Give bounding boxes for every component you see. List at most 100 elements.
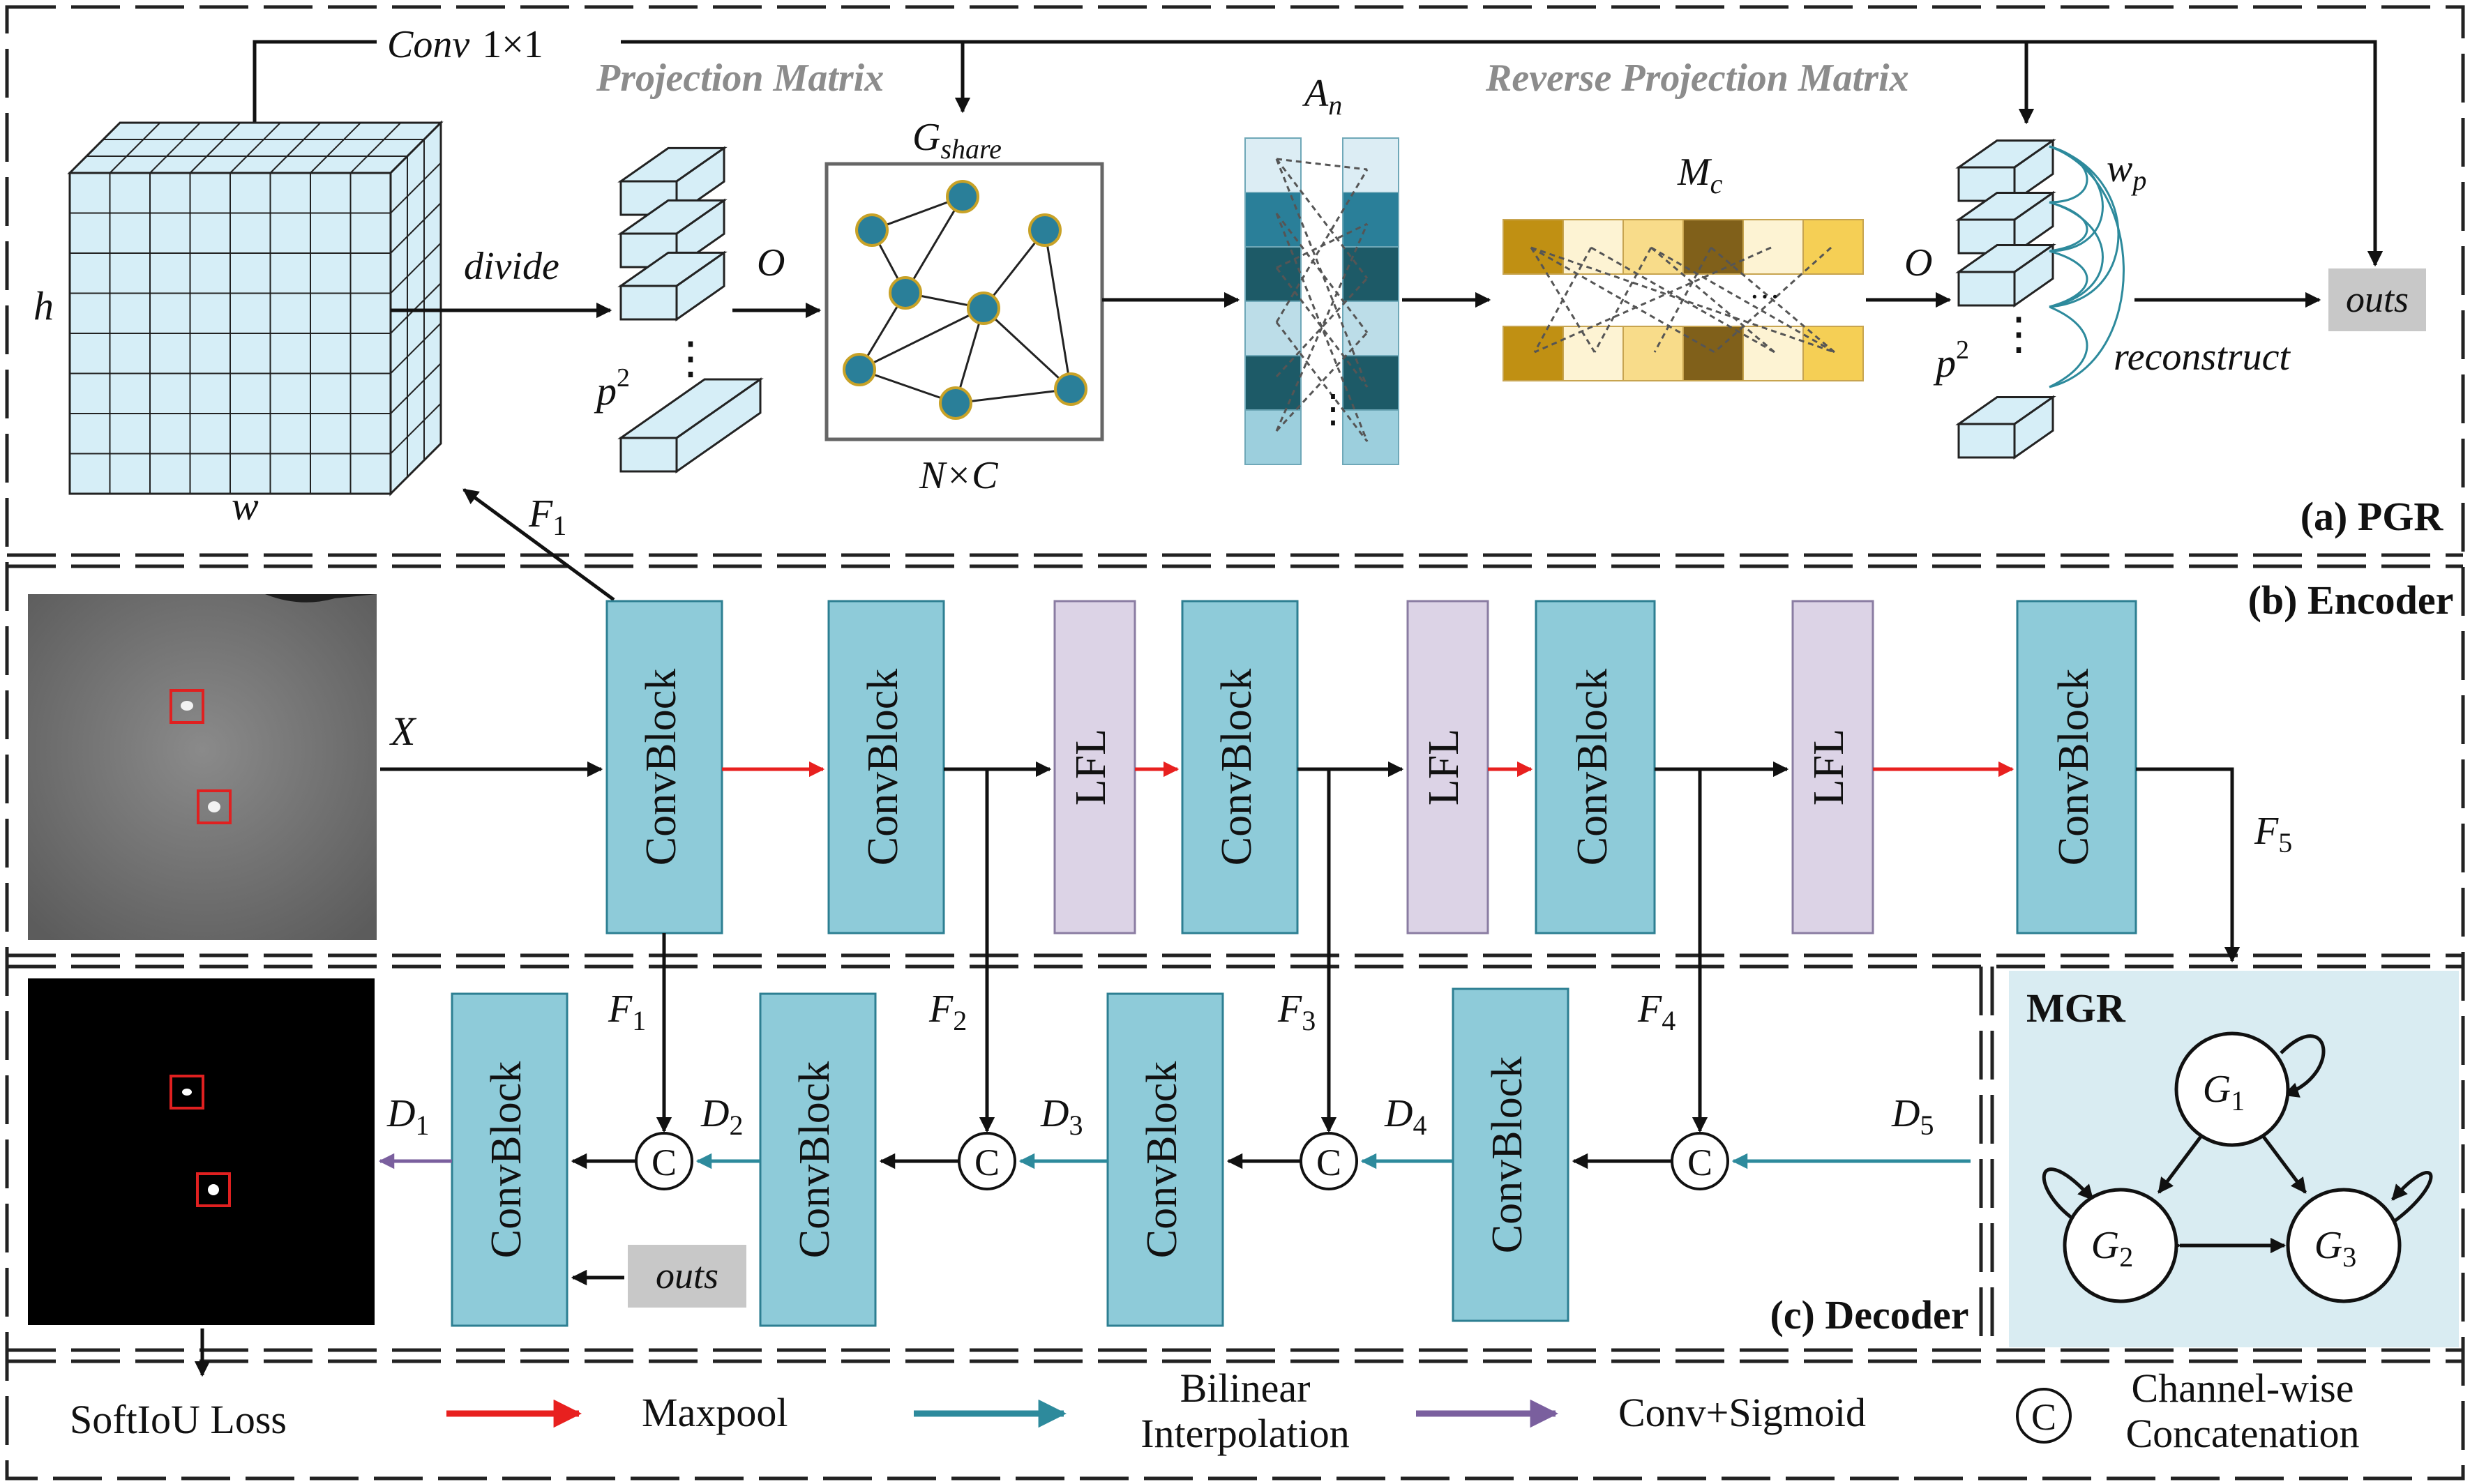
svg-text:G2: G2 xyxy=(2091,1224,2133,1273)
conv1x1-skip-line xyxy=(253,40,2384,267)
svg-text:ConvBlock: ConvBlock xyxy=(1138,1061,1186,1258)
svg-text:LFL: LFL xyxy=(1805,729,1853,805)
decoder-section: (c) Decoder F1 F2 F3 F4 C C C xyxy=(28,769,1971,1377)
encoder-section-title: (b) Encoder xyxy=(2248,577,2454,623)
patches-left xyxy=(617,146,764,474)
x-label: X xyxy=(389,709,417,754)
svg-text:ConvBlock: ConvBlock xyxy=(791,1061,838,1258)
mc-dots: ··· xyxy=(1749,280,1780,314)
d2-label: D2 xyxy=(700,1092,743,1141)
reconstruct-label: reconstruct xyxy=(2114,335,2291,379)
output-mask-image xyxy=(28,978,375,1325)
decoder-f3-label: F3 xyxy=(1277,987,1316,1036)
legend-bilinear-1: Bilinear xyxy=(1180,1365,1311,1411)
d1-label: D1 xyxy=(386,1092,429,1141)
legend-concat-symbol: C xyxy=(2031,1396,2056,1438)
conv-label-bg xyxy=(377,25,621,61)
g-share-graph xyxy=(843,180,1087,420)
decoder-block-2: ConvBlock xyxy=(759,992,877,1327)
mc-matrix xyxy=(1503,219,1864,381)
patches-right-dots: ⋮ xyxy=(1996,309,2041,358)
decoder-f1-label: F1 xyxy=(608,987,646,1036)
legend-concat-1: Channel-wise xyxy=(2132,1365,2354,1411)
svg-text:ConvBlock: ConvBlock xyxy=(1569,669,1616,865)
f5-label: F5 xyxy=(2254,810,2292,858)
pgr-section-title: (a) PGR xyxy=(2300,494,2444,539)
pgr-outs-label: outs xyxy=(2346,278,2409,320)
d4-label: D4 xyxy=(1384,1092,1426,1141)
decoder-f2-label: F2 xyxy=(928,987,967,1036)
concat-node-4: C xyxy=(1671,1132,1729,1190)
f1-to-pgr-arrow xyxy=(462,487,615,602)
d5-label: D5 xyxy=(1891,1092,1934,1141)
svg-text:C: C xyxy=(974,1142,1000,1183)
encoder-block-3: ConvBlock xyxy=(1181,600,1299,934)
patches-right xyxy=(1955,138,2056,460)
legend-softiou: SoftIoU Loss xyxy=(70,1397,287,1442)
mgr-node-g2: G2 xyxy=(2063,1188,2178,1303)
p-squared-left: p2 xyxy=(594,363,630,414)
lfl-block-2: LFL xyxy=(1406,600,1489,934)
svg-text:C: C xyxy=(652,1142,677,1183)
an-matrix xyxy=(1244,137,1399,465)
wp-arcs xyxy=(2049,145,2125,388)
decoder-block-4: ConvBlock xyxy=(1452,987,1569,1322)
cube-h-label: h xyxy=(33,283,54,328)
output-target-box-2 xyxy=(196,1172,231,1207)
encoder-block-5: ConvBlock xyxy=(2016,600,2137,934)
output-target-box-1 xyxy=(170,1075,204,1110)
projection-matrix-label: Projection Matrix xyxy=(596,56,884,100)
n-by-c-label: N×C xyxy=(919,454,998,497)
svg-text:ConvBlock: ConvBlock xyxy=(2050,669,2098,865)
encoder-block-4: ConvBlock xyxy=(1535,600,1656,934)
svg-text:ConvBlock: ConvBlock xyxy=(638,669,685,865)
wp-label: wp xyxy=(2107,147,2146,196)
decoder-block-1: ConvBlock xyxy=(451,992,568,1327)
svg-text:G1: G1 xyxy=(2203,1068,2245,1116)
decoder-section-title: (c) Decoder xyxy=(1770,1292,1969,1338)
o-label-left: O xyxy=(757,241,785,285)
g-share-label: Gshare xyxy=(912,116,1002,165)
cube-w-label: w xyxy=(232,483,259,529)
lfl-block-1: LFL xyxy=(1053,600,1136,934)
svg-text:C: C xyxy=(1316,1142,1341,1183)
an-dots: ⋮ xyxy=(1313,388,1353,431)
concat-node-2: C xyxy=(958,1132,1016,1190)
lfl-block-3: LFL xyxy=(1791,600,1874,934)
mgr-edges xyxy=(2042,1034,2433,1254)
svg-text:ConvBlock: ConvBlock xyxy=(1484,1057,1531,1253)
svg-text:LFL: LFL xyxy=(1067,729,1115,805)
mgr-node-g3: G3 xyxy=(2286,1188,2402,1303)
svg-text:ConvBlock: ConvBlock xyxy=(483,1061,530,1258)
feature-cube xyxy=(67,120,444,497)
d3-label: D3 xyxy=(1040,1092,1083,1141)
o-label-right: O xyxy=(1904,241,1932,285)
svg-text:ConvBlock: ConvBlock xyxy=(859,669,907,865)
conv-label: Conv 1×1 xyxy=(387,23,543,66)
mgr-section: MGR G1 G2 G3 xyxy=(2009,971,2459,1347)
f1-pgr-label: F1 xyxy=(528,492,566,541)
patches-left-dots: ⋮ xyxy=(668,333,713,383)
svg-text:LFL: LFL xyxy=(1420,729,1468,805)
mgr-title: MGR xyxy=(2026,985,2126,1031)
legend-bilinear-2: Interpolation xyxy=(1140,1411,1350,1456)
legend: SoftIoU Loss Maxpool Bilinear Interpolat… xyxy=(70,1365,2360,1456)
p-squared-right: p2 xyxy=(1933,335,1969,386)
svg-text:C: C xyxy=(1687,1142,1712,1183)
legend-concat-icon xyxy=(2016,1388,2072,1444)
encoder-section: (b) Encoder X ConvBlock ConvBlock LFL xyxy=(28,577,2454,963)
section-frames xyxy=(5,5,2465,1481)
legend-concat-2: Concatenation xyxy=(2125,1411,2359,1456)
pgr-outs-box xyxy=(2328,268,2426,331)
concat-node-3: C xyxy=(1300,1132,1358,1190)
an-label: An xyxy=(1302,72,1342,121)
decoder-outs-label: outs xyxy=(656,1255,718,1296)
encoder-block-1: ConvBlock xyxy=(605,600,723,934)
concat-node-1: C xyxy=(635,1132,693,1190)
mc-label: Mc xyxy=(1677,151,1723,199)
input-target-box-2 xyxy=(197,789,232,824)
input-ir-image xyxy=(28,594,377,940)
f5-to-mgr-arrow xyxy=(2136,767,2241,963)
outer-frame xyxy=(5,5,2465,1481)
